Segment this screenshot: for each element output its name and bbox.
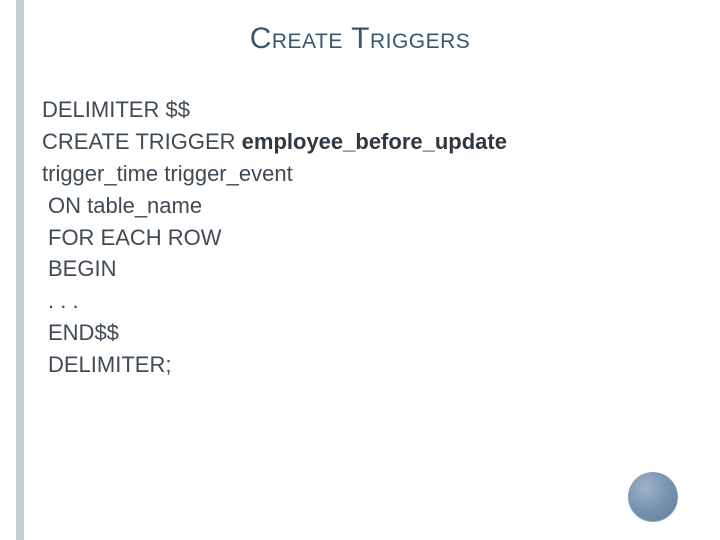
code-line: trigger_time trigger_event (42, 158, 682, 190)
decoration-circle-icon (628, 472, 678, 522)
code-line: DELIMITER $$ (42, 94, 682, 126)
code-line: BEGIN (42, 253, 682, 285)
code-line: END$$ (42, 317, 682, 349)
slide-title: Create Triggers (0, 22, 720, 56)
code-block: DELIMITER $$ CREATE TRIGGER employee_bef… (42, 94, 682, 381)
trigger-name: employee_before_update (242, 129, 507, 154)
code-line: . . . (42, 285, 682, 317)
code-line: FOR EACH ROW (42, 222, 682, 254)
code-line: CREATE TRIGGER employee_before_update (42, 126, 682, 158)
slide: Create Triggers DELIMITER $$ CREATE TRIG… (0, 0, 720, 540)
code-line: DELIMITER; (42, 349, 682, 381)
code-line: ON table_name (42, 190, 682, 222)
left-accent-bar (16, 0, 24, 540)
code-text: CREATE TRIGGER (42, 129, 242, 154)
